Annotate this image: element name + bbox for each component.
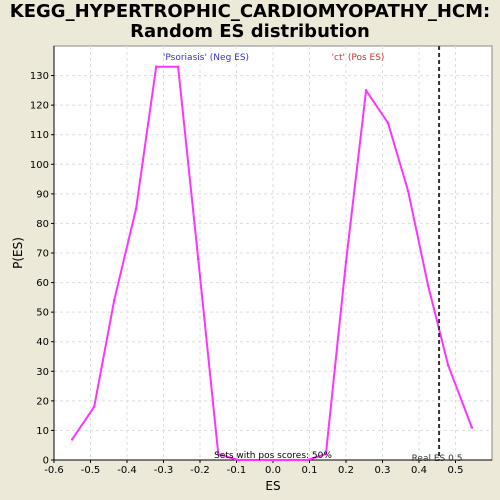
data-point [271, 458, 275, 462]
y-axis-label: P(ES) [11, 237, 25, 269]
y-tick-label: 40 [36, 337, 49, 348]
x-tick-label: 0.0 [265, 465, 281, 476]
x-tick-label: 0.1 [302, 465, 318, 476]
data-point [470, 426, 474, 429]
data-point [386, 121, 390, 125]
y-tick-label: 20 [36, 396, 49, 407]
data-point [344, 260, 348, 264]
real-es-label: Real ES 0.5 [412, 454, 463, 464]
y-tick-label: 10 [36, 426, 49, 437]
data-point [92, 405, 96, 409]
data-point [406, 189, 410, 193]
x-axis-label: ES [265, 479, 280, 493]
y-tick-label: 0 [43, 456, 49, 467]
x-tick-label: 0.3 [375, 465, 391, 476]
data-point [324, 452, 328, 456]
x-tick-label: 0.4 [411, 465, 427, 476]
y-tick-label: 90 [36, 189, 49, 200]
data-point [196, 257, 200, 261]
tick-labels: 0 10 20 30 40 50 60 70 80 90 100 110 120 130 -0.6 -0.5 -… [30, 71, 464, 476]
x-tick-label: -0.3 [154, 465, 174, 476]
data-point [446, 364, 450, 367]
x-tick-label: -0.1 [227, 465, 247, 476]
data-point [176, 65, 180, 68]
data-point [216, 452, 220, 456]
data-point [364, 89, 368, 92]
x-tick-label: -0.2 [190, 465, 210, 476]
x-tick-label: -0.5 [81, 465, 101, 476]
y-tick-label: 130 [30, 71, 49, 82]
chart-title: KEGG_HYPERTROPHIC_CARDIOMYOPATHY_HCM: Ra… [0, 2, 500, 42]
y-tick-label: 50 [36, 308, 49, 319]
data-point [426, 284, 430, 287]
y-tick-label: 70 [36, 249, 49, 260]
y-tick-label: 100 [30, 160, 49, 171]
x-tick-label: 0.2 [338, 465, 354, 476]
x-tick-label: -0.6 [44, 465, 64, 476]
chart-title-line2: Random ES distribution [130, 21, 370, 42]
data-point [306, 458, 309, 462]
pos-fraction-label: Sets with pos scores: 50% [214, 451, 332, 461]
chart-title-line1: KEGG_HYPERTROPHIC_CARDIOMYOPATHY_HCM: [9, 1, 491, 22]
data-point [112, 299, 116, 302]
data-point [154, 65, 158, 68]
y-tick-label: 110 [30, 130, 49, 141]
data-point [134, 207, 138, 210]
neg-es-label: 'Psoriasis' (Neg ES) [163, 53, 249, 63]
y-tick-label: 60 [36, 278, 49, 289]
pos-es-label: 'ct' (Pos ES) [332, 53, 385, 63]
data-point [237, 458, 240, 462]
data-point [70, 438, 74, 441]
x-tick-label: 0.5 [448, 465, 464, 476]
y-tick-label: 30 [36, 367, 49, 378]
series-points [70, 65, 474, 462]
y-tick-label: 80 [36, 219, 49, 230]
y-tick-label: 120 [30, 101, 49, 112]
x-tick-label: -0.4 [117, 465, 137, 476]
